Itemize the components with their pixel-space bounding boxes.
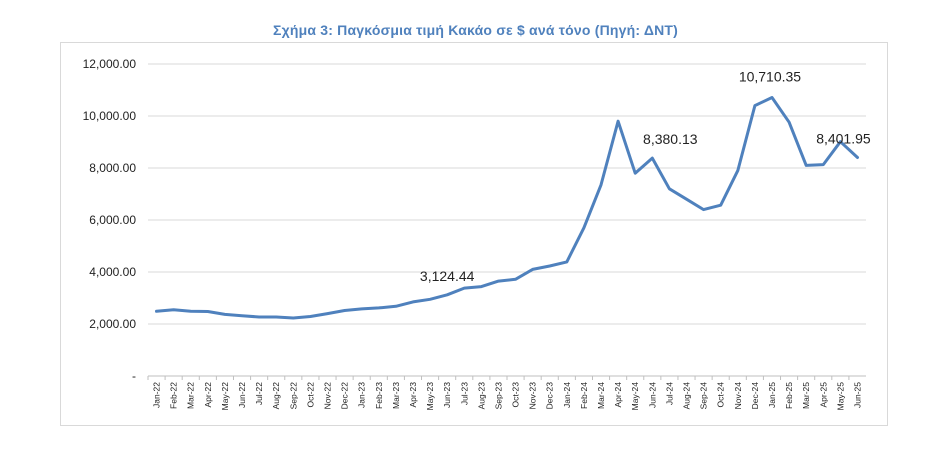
x-tick-label: Jan-24 [562,382,572,408]
x-axis-ticks: Jan-22 Feb-22 Mar-22 Apr-22 May-22 Jun-22 Jul-… [147,376,862,411]
x-tick-label: Sep-24 [699,382,709,410]
y-tick-label: 8,000.00 [89,161,136,175]
x-tick-label: Feb-23 [374,382,384,409]
x-tick-label: Jul-24 [664,382,674,405]
x-tick-label: Aug-22 [271,382,281,410]
y-tick-label: - [132,369,136,383]
y-tick-label: 12,000.00 [83,57,137,71]
x-tick-label: Jan-23 [357,382,367,408]
data-label: 8,401.95 [816,131,871,147]
data-label: 3,124.44 [420,268,475,284]
data-label: 10,710.35 [739,69,801,85]
x-tick-label: May-22 [220,382,230,411]
y-tick-label: 4,000.00 [89,265,136,279]
x-tick-label: Nov-22 [323,382,333,410]
x-tick-label: Oct-22 [305,382,315,408]
x-tick-label: Apr-22 [203,382,213,408]
x-tick-label: Jun-23 [442,382,452,408]
series-line [155,96,859,320]
x-tick-label: Feb-24 [579,382,589,409]
x-tick-label: Oct-24 [716,382,726,408]
x-tick-label: Jun-24 [647,382,657,408]
x-tick-label: Jan-25 [767,382,777,408]
x-tick-label: May-25 [835,382,845,411]
x-tick-label: Sep-23 [493,382,503,410]
chart-title: Σχήμα 3: Παγκόσμια τιμή Κακάο σε $ ανά τ… [272,22,679,38]
x-tick-label: Mar-24 [596,382,606,409]
x-tick-label: Jan-22 [152,382,162,408]
data-labels: 3,124.44 8,380.13 10,710.35 8,401.95 [420,69,871,284]
x-tick-label: Sep-22 [288,382,298,410]
x-tick-label: Aug-23 [476,382,486,410]
x-tick-label: Mar-25 [801,382,811,409]
y-tick-label: 10,000.00 [83,109,137,123]
chart-frame [60,42,888,426]
series-group [155,96,859,320]
y-tick-label: 6,000.00 [89,213,136,227]
x-tick-label: Feb-25 [784,382,794,409]
x-tick-label: Apr-25 [818,382,828,408]
gridlines [148,63,866,377]
x-tick-label: Dec-23 [545,382,555,410]
x-tick-label: Feb-22 [169,382,179,409]
x-tick-label: Apr-24 [613,382,623,408]
x-tick-label: Nov-24 [733,382,743,410]
x-tick-label: May-24 [630,382,640,411]
x-tick-label: Apr-23 [408,382,418,408]
data-label: 8,380.13 [643,131,698,147]
x-tick-label: Dec-24 [750,382,760,410]
x-tick-label: Nov-23 [528,382,538,410]
x-tick-label: Aug-24 [682,382,692,410]
x-tick-label: Dec-22 [340,382,350,410]
x-tick-label: Jun-22 [237,382,247,408]
y-axis-ticks: - 2,000.00 4,000.00 6,000.00 8,000.00 10,000.… [83,57,137,383]
y-tick-label: 2,000.00 [89,317,136,331]
x-tick-label: May-23 [425,382,435,411]
x-tick-label: Jul-22 [254,382,264,405]
x-tick-label: Jun-25 [852,382,862,408]
x-tick-label: Mar-22 [186,382,196,409]
x-tick-label: Oct-23 [511,382,521,408]
x-tick-label: Jul-23 [459,382,469,405]
x-tick-label: Mar-23 [391,382,401,409]
